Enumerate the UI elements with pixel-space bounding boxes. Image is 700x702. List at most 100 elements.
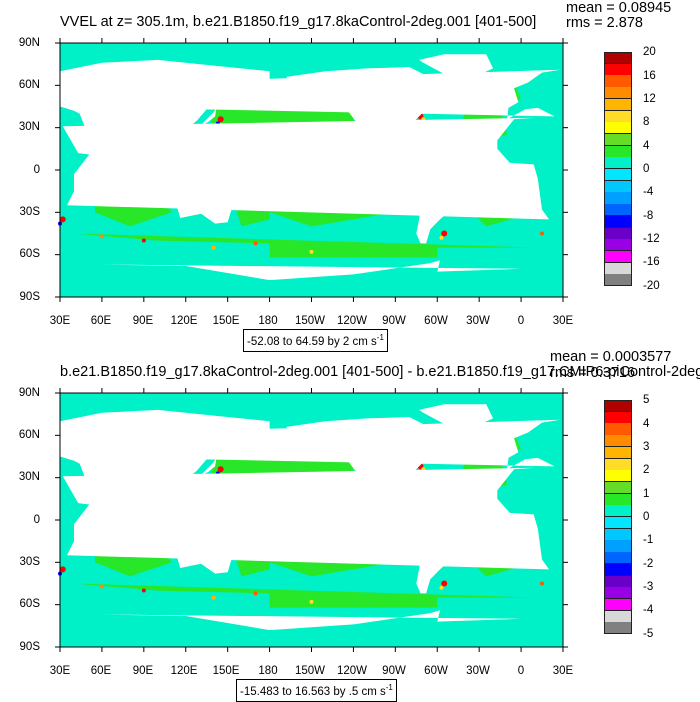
y-tick-label: 30S bbox=[19, 206, 40, 218]
x-tick-label: 90W bbox=[382, 315, 406, 327]
velocity-hotspot bbox=[141, 588, 146, 593]
x-tick-label: 150W bbox=[294, 665, 326, 677]
rms-stat: rms = 0.3716 bbox=[550, 365, 636, 381]
velocity-hotspot bbox=[217, 466, 224, 473]
velocity-hotspot bbox=[540, 231, 545, 236]
colorbar-label: 3 bbox=[643, 441, 650, 453]
landmass-europe-west bbox=[60, 69, 561, 120]
x-tick-label: 60E bbox=[90, 315, 112, 327]
velocity-hotspot bbox=[441, 580, 448, 587]
velocity-hotspot bbox=[253, 241, 258, 246]
y-tick-label: 30N bbox=[18, 121, 40, 133]
colorbar-label: 20 bbox=[643, 46, 656, 58]
x-tick-label: 180 bbox=[258, 315, 278, 327]
colorbar-swatch bbox=[604, 133, 632, 147]
colorbar-swatch bbox=[604, 598, 632, 612]
y-tick-label: 60S bbox=[19, 598, 40, 610]
landmass-japan bbox=[199, 107, 217, 127]
map-plot bbox=[55, 38, 568, 302]
velocity-hotspot bbox=[141, 238, 146, 243]
landmass-south-america bbox=[407, 503, 473, 594]
colorbar-swatch bbox=[604, 52, 632, 65]
contour-range-label: -15.483 to 16.563 by .5 cm s-1 bbox=[236, 679, 397, 702]
colorbar-label: -12 bbox=[643, 233, 660, 245]
x-tick-label: 180 bbox=[258, 665, 278, 677]
velocity-hotspot bbox=[309, 599, 314, 604]
velocity-hotspot bbox=[441, 230, 448, 237]
colorbar-label: -2 bbox=[643, 558, 654, 570]
colorbar-label: -3 bbox=[643, 581, 654, 593]
x-tick-label: 30E bbox=[49, 665, 71, 677]
colorbar-swatch bbox=[604, 274, 632, 287]
x-tick-label: 60E bbox=[90, 665, 112, 677]
x-tick-label: 120E bbox=[170, 315, 198, 327]
colorbar-swatch bbox=[604, 411, 632, 424]
colorbar-swatch bbox=[604, 122, 632, 135]
colorbar-swatch bbox=[604, 458, 632, 471]
colorbar-swatch bbox=[604, 110, 632, 123]
x-tick-label: 90E bbox=[132, 665, 154, 677]
x-tick-label: 90W bbox=[382, 665, 406, 677]
colorbar-swatch bbox=[604, 575, 632, 588]
unit-exponent: -1 bbox=[385, 683, 393, 692]
y-tick-label: 0 bbox=[33, 164, 40, 176]
x-tick-label: 120W bbox=[336, 665, 368, 677]
colorbar-swatch bbox=[604, 552, 632, 565]
x-tick-label: 30E bbox=[552, 315, 574, 327]
colorbar-swatch bbox=[604, 540, 632, 553]
range-text: -52.08 to 64.59 by 2 cm s bbox=[247, 335, 377, 348]
colorbar-swatch bbox=[604, 192, 632, 205]
colorbar-swatch bbox=[604, 180, 632, 193]
y-tick-label: 30S bbox=[19, 556, 40, 568]
colorbar-label: 4 bbox=[643, 140, 650, 152]
unit-exponent: -1 bbox=[376, 333, 384, 342]
velocity-hotspot bbox=[211, 595, 216, 600]
panel-title: VVEL at z= 305.1m, b.e21.B1850.f19_g17.8… bbox=[60, 14, 537, 30]
colorbar-swatch bbox=[604, 63, 632, 76]
x-tick-label: 0 bbox=[517, 665, 525, 677]
colorbar-swatch bbox=[604, 528, 632, 541]
colorbar-label: -1 bbox=[643, 534, 654, 546]
landmass-antarctica bbox=[101, 610, 522, 647]
y-tick-label: 30N bbox=[18, 471, 40, 483]
x-tick-label: 60W bbox=[424, 665, 448, 677]
colorbar-label: 12 bbox=[643, 93, 656, 105]
colorbar-label: -8 bbox=[643, 210, 654, 222]
colorbar-swatch bbox=[604, 622, 632, 635]
x-tick-label: 120W bbox=[336, 315, 368, 327]
velocity-hotspot bbox=[211, 245, 216, 250]
landmass-indonesia bbox=[150, 162, 228, 183]
x-tick-label: 60W bbox=[424, 315, 448, 327]
colorbar-swatch bbox=[604, 145, 632, 158]
landmass-europe-west bbox=[60, 419, 561, 470]
colorbar-label: 5 bbox=[643, 394, 650, 406]
x-tick-label: 0 bbox=[517, 315, 525, 327]
colorbar-label: 1 bbox=[643, 488, 650, 500]
colorbar-swatch bbox=[604, 169, 632, 182]
landmass-japan bbox=[199, 457, 217, 477]
colorbar-swatch bbox=[604, 423, 632, 436]
velocity-hotspot bbox=[309, 249, 314, 254]
colorbar bbox=[604, 52, 632, 287]
mean-stat: mean = 0.08945 bbox=[566, 0, 672, 16]
landmass-australia bbox=[177, 535, 232, 574]
colorbar-label: -16 bbox=[643, 256, 660, 268]
colorbar-swatch bbox=[604, 227, 632, 240]
landmass-indonesia bbox=[150, 512, 228, 533]
colorbar-swatch bbox=[604, 239, 632, 252]
colorbar-swatch bbox=[604, 587, 632, 600]
x-tick-label: 150E bbox=[212, 315, 240, 327]
velocity-hotspot bbox=[99, 234, 104, 239]
colorbar-label: -4 bbox=[643, 604, 654, 616]
range-text: -15.483 to 16.563 by .5 cm s bbox=[240, 685, 386, 698]
colorbar-swatch bbox=[604, 563, 632, 576]
colorbar-swatch bbox=[604, 75, 632, 88]
x-tick-label: 30W bbox=[466, 315, 490, 327]
landmass-antarctica bbox=[101, 260, 522, 297]
colorbar-label: 0 bbox=[643, 163, 650, 175]
contour-range-label: -52.08 to 64.59 by 2 cm s-1 bbox=[243, 329, 388, 352]
map-plot bbox=[55, 388, 568, 652]
colorbar-label: 8 bbox=[643, 116, 650, 128]
y-tick-label: 60N bbox=[18, 79, 40, 91]
colorbar-swatch bbox=[604, 446, 632, 459]
